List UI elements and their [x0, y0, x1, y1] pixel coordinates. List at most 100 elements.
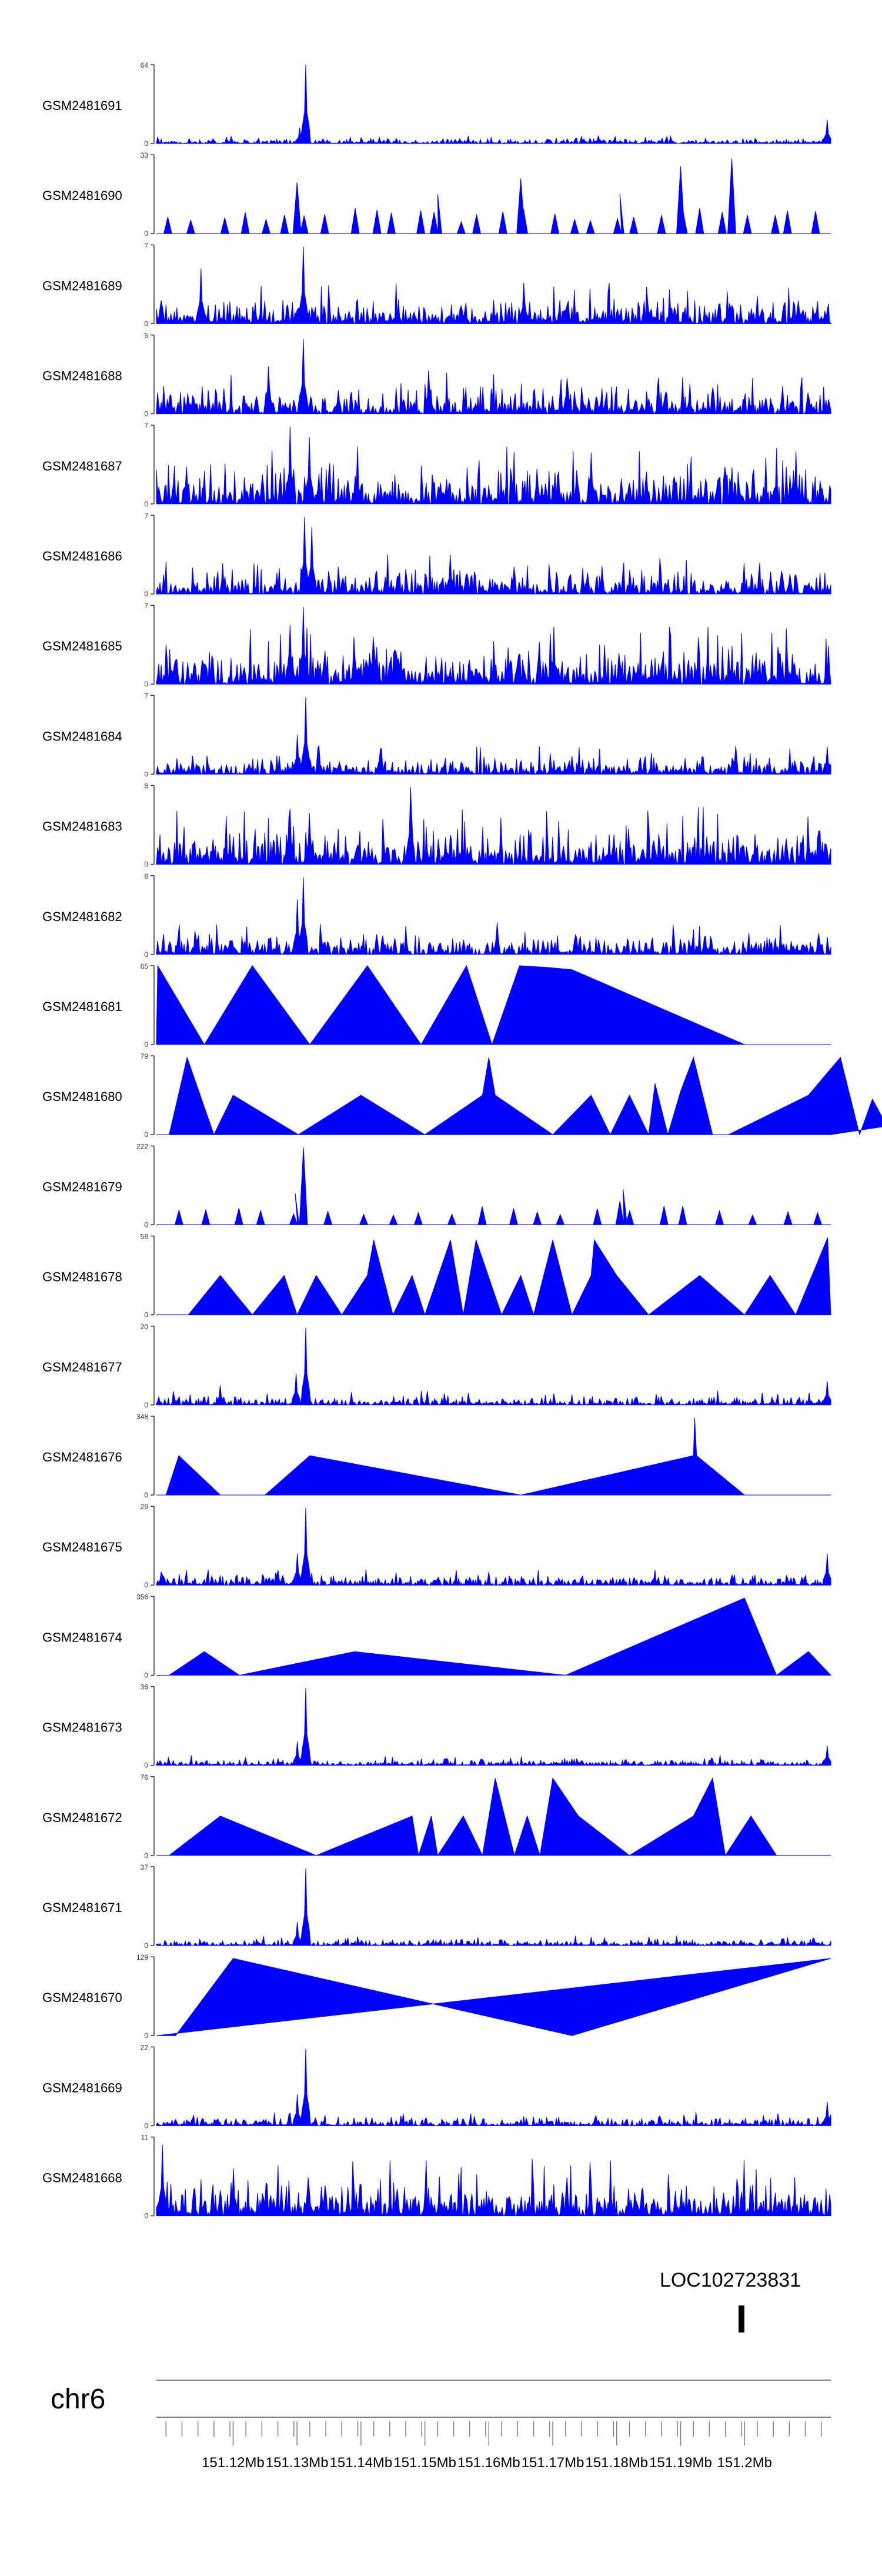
x-tick-label: 151.18Mb — [585, 2455, 648, 2471]
track-GSM2481686: GSM2481686 7 0 — [42, 512, 831, 598]
gene-label: LOC102723831 — [660, 2269, 801, 2291]
y-min-label: 0 — [144, 1130, 148, 1139]
track-GSM2481677: GSM2481677 20 0 — [42, 1323, 831, 1409]
track-GSM2481689: GSM2481689 7 0 — [42, 241, 831, 328]
track-GSM2481682: GSM2481682 8 0 — [42, 872, 831, 959]
y-max-label: 7 — [144, 692, 148, 700]
track-label: GSM2481675 — [42, 1540, 122, 1554]
y-max-label: 33 — [141, 151, 149, 159]
track-GSM2481678: GSM2481678 58 0 — [42, 1233, 831, 1319]
y-max-label: 76 — [141, 1773, 149, 1781]
y-min-label: 0 — [144, 770, 148, 778]
track-label: GSM2481669 — [42, 2080, 122, 2095]
y-min-label: 0 — [144, 1761, 148, 1770]
y-min-label: 0 — [144, 1581, 148, 1589]
gene-annotation-track: LOC102723831 — [660, 2269, 801, 2333]
track-GSM2481685: GSM2481685 7 0 — [42, 602, 831, 688]
track-label: GSM2481689 — [42, 278, 122, 293]
coverage-area — [156, 1417, 831, 1496]
track-label: GSM2481668 — [42, 2171, 122, 2185]
track-label: GSM2481683 — [42, 819, 122, 834]
x-tick-label: 151.14Mb — [330, 2455, 393, 2471]
y-max-label: 356 — [136, 1593, 148, 1601]
x-tick-label: 151.17Mb — [522, 2455, 584, 2471]
track-GSM2481690: GSM2481690 33 0 — [42, 151, 831, 238]
track-label: GSM2481691 — [42, 98, 122, 113]
coverage-area — [156, 1958, 831, 2036]
track-label: GSM2481685 — [42, 639, 122, 653]
y-min-label: 0 — [144, 1941, 148, 1950]
track-GSM2481679: GSM2481679 222 0 — [42, 1142, 831, 1229]
y-max-label: 8 — [144, 872, 148, 880]
y-min-label: 0 — [144, 1220, 148, 1229]
track-label: GSM2481673 — [42, 1720, 122, 1735]
y-min-label: 0 — [144, 1851, 148, 1860]
y-max-label: 58 — [141, 1233, 149, 1241]
y-max-label: 79 — [141, 1052, 149, 1060]
track-GSM2481684: GSM2481684 7 0 — [42, 692, 831, 778]
track-label: GSM2481678 — [42, 1270, 122, 1284]
y-max-label: 7 — [144, 241, 148, 249]
track-GSM2481673: GSM2481673 36 0 — [42, 1683, 831, 1770]
y-min-label: 0 — [144, 2031, 148, 2040]
coverage-area — [156, 1237, 831, 1316]
y-max-label: 11 — [141, 2134, 149, 2142]
y-min-label: 0 — [144, 680, 148, 688]
track-label: GSM2481677 — [42, 1360, 122, 1374]
y-min-label: 0 — [144, 950, 148, 959]
coverage-area — [156, 1056, 882, 1136]
y-min-label: 0 — [144, 139, 148, 148]
track-GSM2481687: GSM2481687 7 0 — [42, 422, 831, 508]
y-min-label: 0 — [144, 1401, 148, 1409]
y-min-label: 0 — [144, 500, 148, 508]
x-tick-label: 151.19Mb — [649, 2455, 712, 2471]
track-GSM2481680: GSM2481680 79 0 — [42, 1052, 882, 1139]
track-label: GSM2481670 — [42, 1990, 122, 2005]
track-label: GSM2481684 — [42, 729, 122, 743]
coverage-area — [156, 1777, 831, 1857]
track-label: GSM2481671 — [42, 1900, 122, 1915]
y-max-label: 65 — [141, 962, 149, 970]
track-GSM2481674: GSM2481674 356 0 — [42, 1593, 832, 1679]
gene-mark — [739, 2305, 744, 2333]
coverage-area — [156, 1327, 831, 1406]
coverage-area — [156, 64, 831, 145]
y-max-label: 222 — [136, 1142, 148, 1150]
track-label: GSM2481687 — [42, 459, 122, 473]
track-label: GSM2481690 — [42, 188, 122, 203]
y-max-label: 29 — [141, 1503, 149, 1511]
y-min-label: 0 — [144, 1040, 148, 1049]
coverage-area — [156, 1868, 831, 1947]
y-max-label: 5 — [144, 332, 148, 340]
coverage-area — [156, 516, 831, 595]
x-tick-label: 151.13Mb — [266, 2455, 329, 2471]
y-min-label: 0 — [144, 860, 148, 869]
track-label: GSM2481681 — [42, 999, 122, 1014]
coverage-area — [156, 606, 831, 685]
coverage-area — [156, 877, 831, 956]
y-max-label: 36 — [141, 1683, 149, 1691]
track-label: GSM2481680 — [42, 1089, 122, 1104]
track-label: GSM2481686 — [42, 549, 122, 563]
y-min-label: 0 — [144, 2212, 148, 2220]
chromosome-label: chr6 — [51, 2384, 105, 2415]
y-max-label: 8 — [144, 782, 148, 790]
coverage-area — [156, 697, 831, 776]
y-max-label: 7 — [144, 602, 148, 610]
coverage-area — [156, 1597, 832, 1676]
coverage-area — [156, 787, 831, 866]
track-label: GSM2481682 — [42, 909, 122, 924]
track-GSM2481681: GSM2481681 65 0 — [42, 962, 831, 1049]
coverage-area — [156, 2144, 831, 2217]
y-max-label: 64 — [141, 61, 149, 69]
track-label: GSM2481672 — [42, 1810, 122, 1825]
y-max-label: 348 — [136, 1413, 148, 1421]
x-tick-label: 151.2Mb — [717, 2455, 772, 2471]
coverage-area — [156, 339, 831, 415]
track-GSM2481669: GSM2481669 22 0 — [42, 2043, 831, 2130]
y-max-label: 129 — [136, 1953, 148, 1961]
track-GSM2481670: GSM2481670 129 0 — [42, 1953, 831, 2040]
tracks: GSM2481691640GSM2481690330GSM248168970GS… — [42, 61, 882, 2220]
y-min-label: 0 — [144, 1671, 148, 1679]
y-min-label: 0 — [144, 1311, 148, 1319]
